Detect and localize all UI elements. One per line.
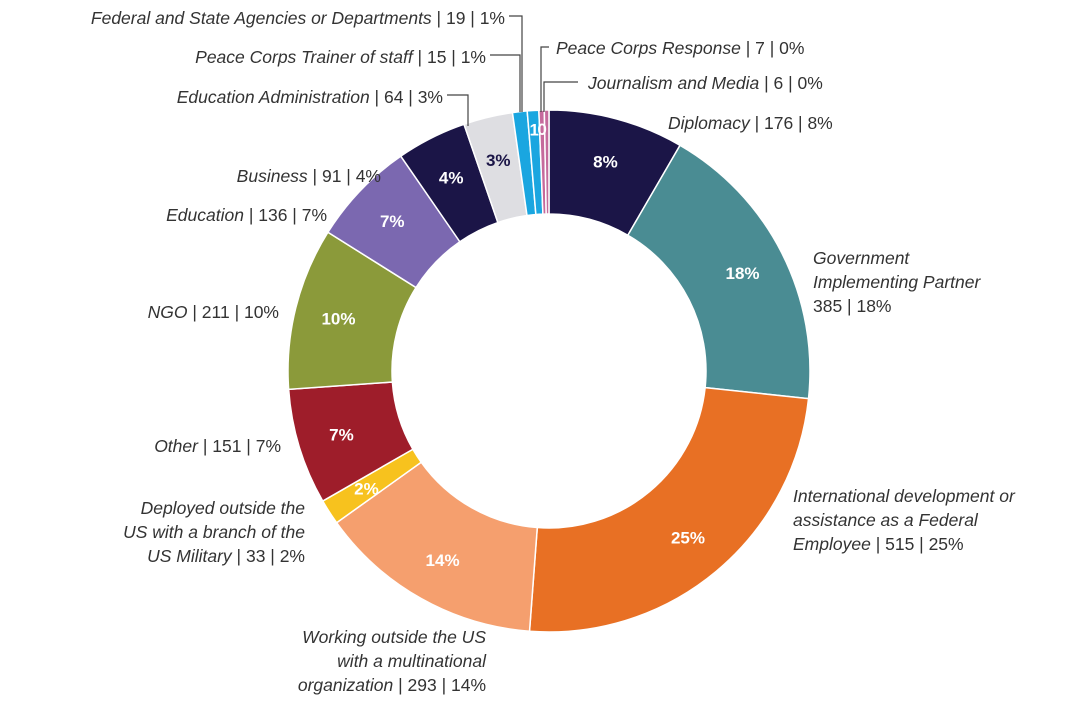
slice-label-diplomacy: 8%	[593, 152, 618, 171]
slice-label-business: 4%	[439, 168, 464, 187]
leader-line-trainer	[490, 55, 520, 112]
donut-slices	[288, 110, 810, 632]
outer-label-diplomacy: Diplomacy | 176 | 8%	[668, 113, 833, 133]
slice-label-education-administration: 3%	[486, 151, 511, 170]
outer-label-government-implementing-partner: Government Implementing Partner 385 | 18%	[813, 248, 981, 316]
outer-label-education-administration: Education Administration | 64 | 3%	[177, 87, 443, 107]
outer-label-education: Education | 136 | 7%	[166, 205, 327, 225]
slice-label-peace-corps-response: 0	[537, 120, 546, 139]
slice-international-development-or-assistance-as-a-federal-employee	[530, 388, 809, 632]
outer-label-international-development-or-assistance-as-a-federal-employee: International development or assistance a…	[793, 486, 1016, 554]
outer-label-other: Other | 151 | 7%	[154, 436, 281, 456]
slice-label-working-outside-the-us-with-a-multinational-organization: 14%	[426, 551, 460, 570]
slice-label-education: 7%	[380, 212, 405, 231]
outer-label-working-outside-the-us-with-a-multinational-organization: Working outside the US with a multination…	[298, 627, 487, 695]
outer-label-peace-corps-trainer-of-staff: Peace Corps Trainer of staff | 15 | 1%	[195, 47, 486, 67]
outer-label-business: Business | 91 | 4%	[237, 166, 381, 186]
slice-label-deployed-outside-the-us-with-a-branch-of-the-us-military: 2%	[354, 479, 379, 498]
leader-line-journalism	[544, 82, 578, 112]
leader-line-education-admin	[447, 95, 468, 126]
outer-label-ngo: NGO | 211 | 10%	[148, 302, 279, 322]
leader-line-pc-response	[541, 47, 549, 112]
outer-label-deployed-outside-the-us-with-a-branch-of-the-us-military: Deployed outside the US with a branch of …	[123, 498, 305, 566]
slice-label-ngo: 10%	[321, 309, 355, 328]
slice-label-international-development-or-assistance-as-a-federal-employee: 25%	[671, 529, 705, 548]
outer-label-federal-and-state-agencies-or-departments: Federal and State Agencies or Department…	[91, 8, 505, 28]
outer-label-journalism-and-media: Journalism and Media | 6 | 0%	[587, 73, 823, 93]
slice-label-government-implementing-partner: 18%	[726, 264, 760, 283]
outer-label-peace-corps-response: Peace Corps Response | 7 | 0%	[556, 38, 804, 58]
slice-label-other: 7%	[329, 425, 354, 444]
